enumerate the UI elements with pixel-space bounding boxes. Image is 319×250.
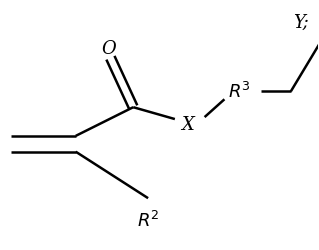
Text: X: X: [181, 116, 194, 134]
Text: $R^3$: $R^3$: [228, 82, 251, 102]
Text: $R^2$: $R^2$: [137, 210, 160, 230]
Text: O: O: [101, 40, 116, 58]
Text: Y;: Y;: [293, 14, 309, 32]
